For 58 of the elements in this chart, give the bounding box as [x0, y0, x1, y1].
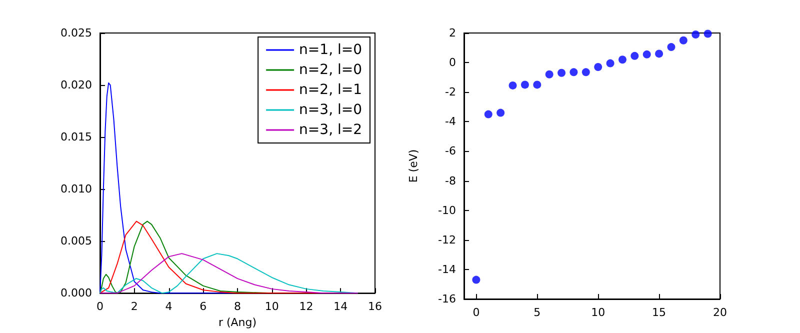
x-tick-label: 8 — [234, 300, 241, 314]
point — [472, 276, 480, 284]
point — [642, 50, 651, 58]
x-tick-label: 16 — [368, 300, 382, 314]
y-tick-label: -10 — [438, 204, 456, 217]
x-tick-label: 12 — [299, 300, 314, 314]
point — [582, 68, 590, 76]
x-tick-label: 6 — [200, 300, 207, 314]
y-tick-label: 0.020 — [60, 78, 92, 92]
point — [630, 52, 639, 60]
y-tick-label: 0.025 — [60, 26, 92, 40]
point — [545, 70, 554, 78]
x-tick-label: 2 — [130, 300, 138, 314]
x-axis-title: r (Ang) — [218, 316, 257, 329]
legend-label: n=3, l=0 — [299, 102, 362, 118]
y-tick-label: -2 — [445, 86, 456, 99]
y-axis-title: E (eV) — [407, 149, 420, 183]
point — [570, 68, 578, 76]
x-tick-label: 20 — [713, 306, 727, 319]
legend-label: n=3, l=2 — [299, 122, 362, 138]
point — [533, 80, 542, 89]
y-tick-label: -4 — [445, 115, 456, 128]
y-tick-label: -14 — [438, 262, 456, 276]
x-tick-label: 10 — [591, 306, 606, 319]
point — [594, 62, 602, 71]
x-tick-label: 5 — [534, 306, 541, 319]
y-tick-label: 0.005 — [60, 234, 92, 248]
y-tick-label: -12 — [438, 233, 456, 246]
point — [692, 30, 700, 38]
x-tick-label: 10 — [264, 300, 279, 314]
point — [484, 110, 492, 118]
line-series — [100, 253, 358, 294]
point — [655, 50, 664, 58]
y-tick-label: -6 — [445, 144, 456, 158]
y-tick-label: 0.010 — [60, 182, 92, 196]
y-tick-label: 0.000 — [60, 286, 92, 300]
y-tick-label: -8 — [445, 174, 456, 188]
point — [558, 68, 566, 77]
point — [667, 43, 676, 52]
legend-label: n=2, l=0 — [299, 62, 362, 78]
y-tick-label: 0 — [449, 56, 456, 70]
x-tick-label: 14 — [334, 300, 348, 314]
point — [618, 56, 626, 64]
point — [520, 80, 529, 89]
x-tick-label: 4 — [165, 300, 172, 314]
point — [679, 36, 688, 44]
x-tick-label: 0 — [96, 300, 104, 314]
point — [508, 81, 517, 90]
point — [606, 59, 614, 68]
legend-label: n=2, l=1 — [299, 82, 362, 98]
x-tick-label: 15 — [652, 306, 666, 319]
point — [496, 108, 505, 117]
point — [704, 30, 712, 38]
y-tick-label: -16 — [438, 292, 456, 306]
y-tick-label: 0.015 — [60, 130, 92, 144]
y-tick-label: 2 — [449, 26, 456, 40]
x-tick-label: 0 — [472, 306, 480, 319]
legend-label: n=1, l=0 — [299, 42, 362, 58]
